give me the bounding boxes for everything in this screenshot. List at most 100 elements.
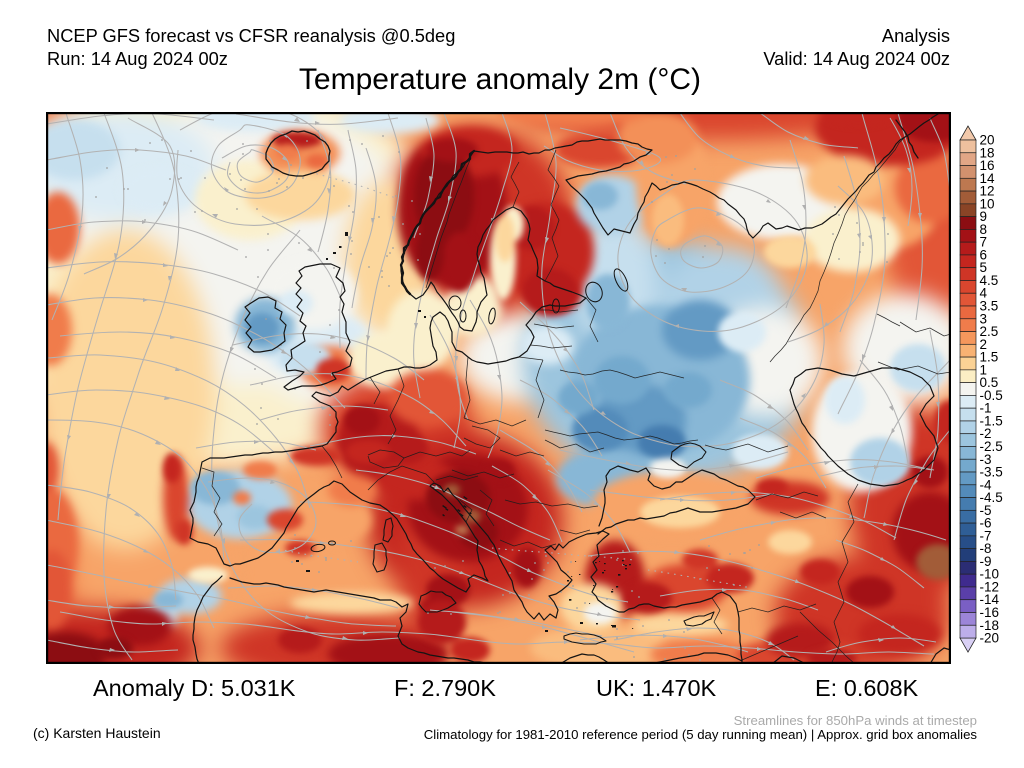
colorbar-segment <box>959 446 977 460</box>
colorbar-tick-label: -4 <box>980 477 992 492</box>
colorbar-segment <box>959 484 977 498</box>
climatology-note: Climatology for 1981-2010 reference peri… <box>423 727 977 742</box>
colorbar-tick-label: 2 <box>980 337 988 352</box>
stat-europe: E: 0.608K <box>815 675 918 702</box>
colorbar-segment <box>959 343 977 358</box>
valid-time-info: Analysis Valid: 14 Aug 2024 00z <box>763 24 950 70</box>
colorbar-tick-label: -6 <box>980 516 992 531</box>
colorbar-segment <box>959 509 977 524</box>
colorbar-tick-label: -2.5 <box>980 439 1003 454</box>
colorbar-segment <box>959 305 977 320</box>
colorbar-segment <box>959 458 977 473</box>
colorbar-segment <box>959 152 977 166</box>
colorbar-segment <box>959 599 977 613</box>
colorbar-segment <box>959 573 977 588</box>
colorbar-tick-label: -1.5 <box>980 413 1003 428</box>
colorbar-segment <box>959 190 977 205</box>
page-title: Temperature anomaly 2m (°C) <box>298 63 702 96</box>
colorbar-tick-label: -16 <box>980 605 1000 620</box>
colorbar-tick-label: 0.5 <box>980 375 999 390</box>
colorbar-segment <box>959 139 977 154</box>
colorbar-segment <box>959 497 977 511</box>
colorbar-tick-label: -10 <box>980 567 1000 582</box>
colorbar-tick-label: -1 <box>980 401 992 416</box>
colorbar-tick-label: 7 <box>980 235 988 250</box>
colorbar-segment <box>959 203 977 217</box>
stat-label: F: <box>394 675 415 701</box>
colorbar-tick-label: -3 <box>980 452 992 467</box>
colorbar-segment <box>959 535 977 549</box>
colorbar-tick-label: -0.5 <box>980 388 1003 403</box>
colorbar-segment <box>959 241 977 256</box>
colorbar-tick-label: -12 <box>980 579 1000 594</box>
colorbar-segment <box>959 395 977 409</box>
stat-value: 0.608K <box>843 675 919 701</box>
colorbar-tick-label: -9 <box>980 554 992 569</box>
colorbar-segment <box>959 420 977 435</box>
colorbar-segment <box>959 407 977 422</box>
colorbar-tick-label: 1.5 <box>980 350 999 365</box>
colorbar-tick-label: 18 <box>980 145 995 160</box>
stat-label: Anomaly D: <box>93 675 215 701</box>
colorbar-segment <box>959 280 977 294</box>
colorbar-tick-label: 2.5 <box>980 324 999 339</box>
stat-france: F: 2.790K <box>394 675 496 702</box>
map-frame <box>46 112 951 664</box>
colorbar-segment <box>959 165 977 179</box>
colorbar-segment <box>959 267 977 281</box>
colorbar-segment <box>959 548 977 562</box>
colorbar-tick-label: -20 <box>980 631 1000 646</box>
colorbar-tick-label: 1 <box>980 362 988 377</box>
valid-time: Valid: 14 Aug 2024 00z <box>763 48 950 69</box>
colorbar-tick-label: 12 <box>980 184 995 199</box>
stat-value: 2.790K <box>421 675 496 701</box>
colorbar-tick-label: -7 <box>980 528 992 543</box>
model-run-info: NCEP GFS forecast vs CFSR reanalysis @0.… <box>47 24 455 70</box>
credit: (c) Karsten Haustein <box>33 725 161 741</box>
colorbar-tick-label: 10 <box>980 196 995 211</box>
colorbar-tick-label: 14 <box>980 171 996 186</box>
stat-domain: Anomaly D: 5.031K <box>93 675 295 702</box>
colorbar-tick-label: 4 <box>980 286 988 301</box>
colorbar-segment <box>959 254 977 269</box>
colorbar-segment <box>959 318 977 332</box>
analysis-label: Analysis <box>881 25 950 46</box>
colorbar-segment <box>959 382 977 396</box>
colorbar-arrow-top <box>959 125 977 141</box>
colorbar-tick-label: 16 <box>980 158 995 173</box>
colorbar-segment <box>959 471 977 486</box>
colorbar-segment <box>959 586 977 601</box>
colorbar-tick-label: -8 <box>980 541 992 556</box>
stat-label: E: <box>815 675 838 701</box>
colorbar-arrow-bottom <box>959 637 977 653</box>
colorbar-tick-label: -14 <box>980 592 1000 607</box>
stat-uk: UK: 1.470K <box>596 675 716 702</box>
anomaly-map <box>46 112 951 664</box>
country-borders <box>201 136 951 664</box>
colorbar-segment <box>959 229 977 243</box>
colorbar-segment <box>959 612 977 626</box>
stat-label: UK: <box>596 675 636 701</box>
colorbar-segment <box>959 292 977 307</box>
colorbar-tick-label: 5 <box>980 260 988 275</box>
colorbar: 201816141210987654.543.532.521.510.5-0.5… <box>959 125 1003 653</box>
colorbar-tick-label: 8 <box>980 222 988 237</box>
colorbar-segment <box>959 522 977 537</box>
colorbar-segment <box>959 369 977 383</box>
colorbar-segment <box>959 356 977 371</box>
colorbar-tick-label: 3 <box>980 311 988 326</box>
colorbar-tick-label: 20 <box>980 133 995 148</box>
colorbar-tick-label: 6 <box>980 247 988 262</box>
colorbar-segment <box>959 624 977 639</box>
stat-value: 1.470K <box>641 675 717 701</box>
coastlines <box>189 113 951 664</box>
colorbar-tick-label: -3.5 <box>980 465 1003 480</box>
colorbar-tick-label: -5 <box>980 503 992 518</box>
colorbar-tick-label: -18 <box>980 618 1000 633</box>
stat-value: 5.031K <box>221 675 296 701</box>
colorbar-tick-label: 4.5 <box>980 273 999 288</box>
colorbar-segment <box>959 331 977 345</box>
colorbar-segment <box>959 561 977 575</box>
colorbar-segment <box>959 433 977 447</box>
colorbar-tick-label: 3.5 <box>980 299 999 314</box>
